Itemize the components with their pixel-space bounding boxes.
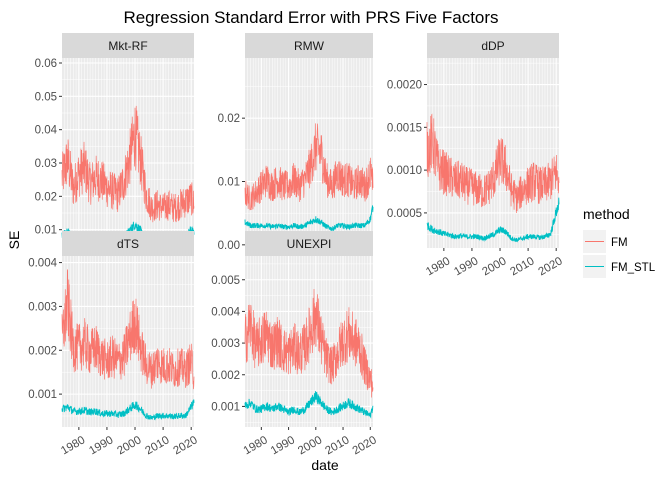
series-line-fm-stl (244, 205, 374, 232)
x-tick-label: 1980 (424, 255, 452, 278)
facet-panel-rmw: RMW 0.00 0.01 0.02 (218, 33, 374, 252)
y-axis-label: SE (6, 231, 22, 250)
y-tick-label: 0.0020 (387, 80, 422, 92)
y-tick-label: 0.01 (218, 177, 240, 189)
y-tick-label: 0.04 (35, 125, 58, 137)
x-tick-label: 2020 (172, 434, 200, 457)
legend-entry-fm-stl: FM_STL (583, 255, 656, 278)
facet-strip (62, 231, 194, 256)
x-tick-label: 2000 (115, 434, 143, 457)
series-line-fm (61, 269, 195, 390)
x-tick-label: 1980 (59, 434, 87, 457)
x-tick-label: 2010 (323, 434, 351, 457)
x-tick-label: 1980 (242, 434, 270, 457)
facet-strip-label: dTS (117, 237, 139, 251)
y-tick-label: 0.0010 (387, 165, 422, 177)
y-tick-label: 0.002 (211, 370, 240, 382)
x-tick-label: 1990 (269, 434, 297, 457)
x-tick-label: 1990 (87, 434, 115, 457)
facet-strip-label: RMW (294, 39, 325, 53)
y-tick-label: 0.03 (35, 158, 57, 170)
y-tick-label: 0.0005 (387, 208, 422, 220)
facet-strip (427, 33, 559, 58)
chart-title: Regression Standard Error with PRS Five … (123, 8, 498, 27)
legend-label: FM (611, 237, 628, 249)
y-tick-label: 0.001 (28, 389, 57, 401)
facet-strip (245, 33, 373, 58)
y-tick-label: 0.00 (218, 240, 240, 252)
y-tick-label: 0.005 (211, 275, 240, 287)
x-axis-label: date (311, 457, 338, 473)
x-tick-label: 1990 (452, 255, 480, 278)
y-tick-label: 0.003 (211, 338, 240, 350)
y-tick-label: 0.02 (35, 191, 57, 203)
y-tick-label: 0.001 (211, 401, 240, 413)
y-tick-label: 0.01 (35, 225, 57, 237)
y-tick-label: 0.05 (35, 91, 57, 103)
y-tick-label: 0.004 (28, 258, 57, 270)
y-tick-label: 0.002 (28, 345, 57, 357)
series-line-fm (426, 113, 560, 214)
y-tick-label: 0.003 (28, 301, 57, 313)
facet-panel-mkt-rf: Mkt-RF 0.01 0.02 0.03 0.04 0.05 0.06 (35, 33, 195, 251)
facet-panels: Mkt-RF 0.01 0.02 0.03 0.04 0.05 0.06 RMW 0.00 0.0… (28, 33, 565, 457)
series-line-fm-stl (426, 197, 560, 243)
series-line-fm (244, 123, 374, 211)
facet-strip-label: dDP (481, 39, 504, 53)
facet-strip-label: Mkt-RF (108, 39, 147, 53)
facet-panel-dts: dTS 0.001 0.002 0.003 0.004 1980 1990 2000 2010 2… (28, 231, 200, 457)
x-tick-label: 2010 (143, 434, 171, 457)
legend-label: FM_STL (611, 262, 656, 274)
y-tick-label: 0.0015 (387, 122, 422, 134)
series-line-fm (61, 105, 195, 223)
panel-background (427, 58, 559, 248)
facet-strip (245, 231, 373, 256)
legend: method FM FM_STL (583, 206, 656, 278)
facet-strip (62, 33, 194, 58)
y-tick-label: 0.004 (211, 306, 240, 318)
x-tick-label: 2020 (537, 255, 565, 278)
legend-entry-fm: FM (583, 230, 628, 253)
y-tick-label: 0.02 (218, 113, 240, 125)
series-line-fm-stl (244, 391, 374, 419)
x-tick-label: 2000 (480, 255, 508, 278)
x-tick-label: 2010 (508, 255, 536, 278)
series-line-fm-stl (61, 399, 195, 421)
x-tick-label: 2000 (296, 434, 324, 457)
series-line-fm (244, 288, 374, 398)
y-tick-label: 0.06 (35, 58, 57, 70)
legend-title: method (583, 206, 630, 222)
x-tick-label: 2020 (351, 434, 379, 457)
facet-strip-label: UNEXPI (287, 237, 332, 251)
